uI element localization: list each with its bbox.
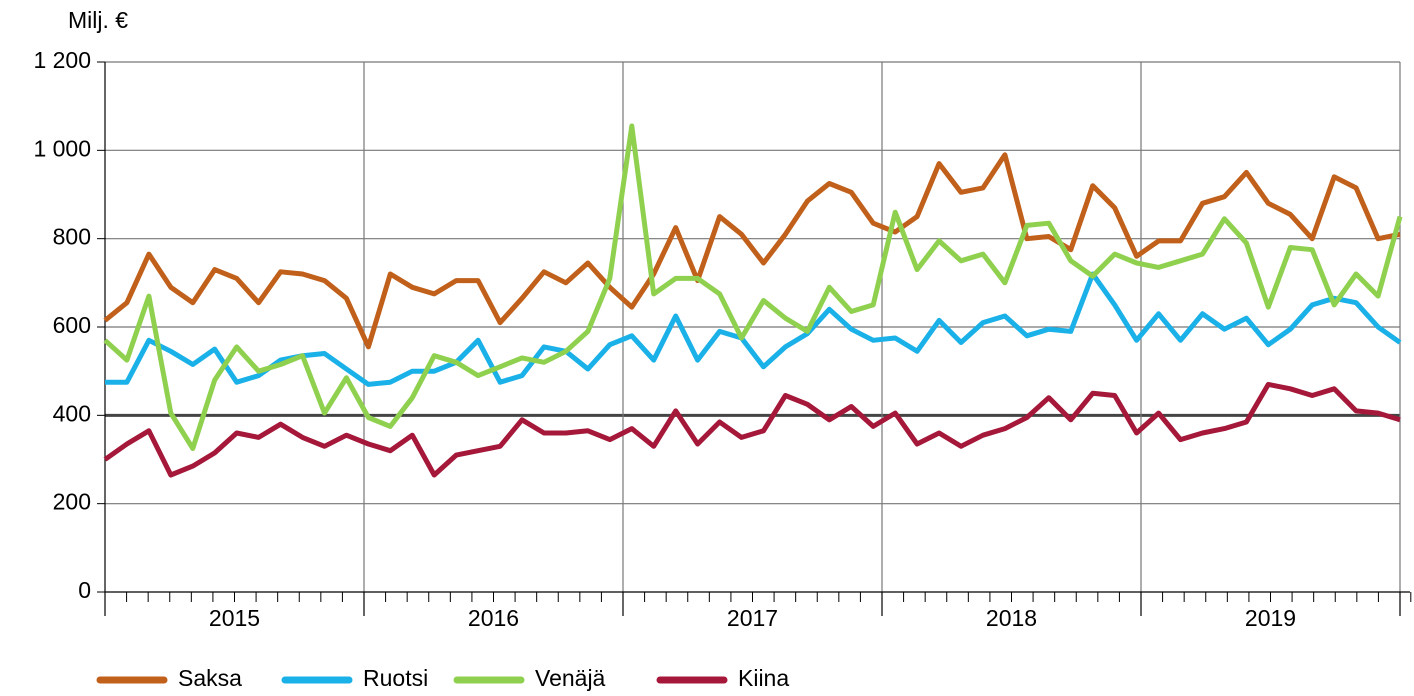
x-tick-label: 2018 (986, 605, 1037, 631)
line-series (105, 271, 1402, 387)
line-series (103, 123, 1403, 451)
y-tick-label: 800 (53, 224, 91, 250)
x-tick-label: 2015 (209, 605, 260, 631)
y-tick-label: 600 (53, 312, 91, 338)
x-tick-label: 2016 (468, 605, 519, 631)
y-tick-label: 200 (53, 489, 91, 515)
y-tick-label: 0 (78, 577, 91, 603)
y-axis-label: Milj. € (68, 7, 128, 33)
line-series (103, 152, 1401, 350)
legend-label: Kiina (738, 665, 789, 691)
legend-label: Ruotsi (363, 665, 428, 691)
x-tick-label: 2019 (1245, 605, 1296, 631)
y-tick-label: 400 (53, 400, 91, 426)
legend-label: Saksa (178, 665, 242, 691)
legend-label: Venäjä (535, 665, 606, 691)
y-tick-label: 1 200 (33, 47, 91, 73)
y-tick-label: 1 000 (33, 135, 91, 161)
line-series (103, 381, 1401, 478)
x-tick-label: 2017 (727, 605, 778, 631)
